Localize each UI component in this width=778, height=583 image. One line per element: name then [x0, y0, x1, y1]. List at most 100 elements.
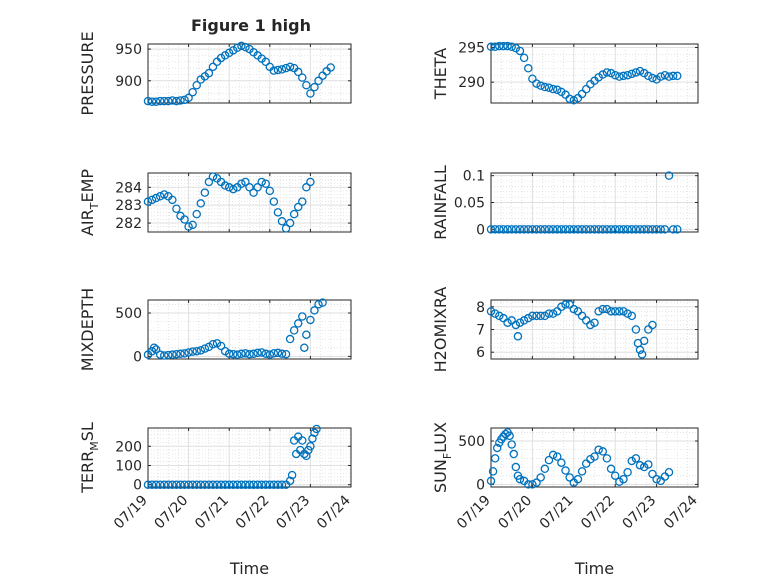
data-point	[184, 348, 193, 357]
y-tick-label: 0	[133, 349, 142, 365]
data-point	[598, 225, 608, 234]
data-point	[188, 220, 197, 230]
x-tick-label: 07/23	[620, 493, 660, 533]
data-point	[159, 96, 169, 106]
data-point	[619, 474, 628, 484]
data-point	[245, 349, 254, 359]
data-point	[192, 209, 201, 219]
data-point	[143, 480, 153, 489]
panel-theta: 290 295 THETA	[431, 40, 699, 105]
data-point	[548, 450, 558, 460]
data-point	[151, 97, 161, 106]
data-point	[241, 42, 250, 52]
data-point	[257, 348, 266, 357]
data-point	[656, 72, 665, 81]
data-point	[532, 79, 541, 88]
data-point	[237, 179, 246, 188]
data-point	[229, 480, 238, 489]
data-point	[204, 480, 214, 489]
data-point	[245, 183, 254, 192]
data-point	[289, 209, 299, 219]
data-point	[147, 97, 157, 106]
data-point	[536, 81, 545, 90]
data-point	[302, 80, 311, 90]
data-point	[237, 41, 246, 51]
data-point	[635, 66, 645, 76]
data-point	[623, 225, 632, 234]
data-point	[281, 63, 291, 73]
data-point	[631, 454, 641, 463]
x-tick-label: 07/19	[111, 493, 151, 533]
data-point	[565, 473, 574, 482]
data-point	[188, 87, 197, 97]
data-point	[637, 350, 647, 359]
data-point	[644, 71, 653, 81]
data-point	[615, 477, 624, 487]
data-point	[615, 72, 624, 81]
data-point	[168, 350, 177, 359]
data-point	[627, 311, 637, 321]
data-point	[306, 315, 315, 325]
data-point	[586, 320, 595, 330]
data-point	[159, 351, 169, 360]
data-point	[664, 171, 674, 180]
data-point	[548, 84, 558, 94]
data-point	[168, 96, 177, 105]
data-point	[656, 225, 665, 234]
data-point	[269, 480, 279, 489]
data-point	[532, 311, 541, 321]
data-point	[151, 193, 161, 203]
data-point	[536, 473, 545, 482]
data-point	[298, 197, 307, 206]
data-point	[257, 480, 266, 489]
data-point	[524, 480, 533, 489]
data-point	[631, 225, 641, 234]
data-point	[253, 480, 262, 489]
y-tick-label: 950	[115, 42, 142, 58]
data-point	[536, 225, 545, 234]
data-point	[233, 43, 242, 53]
y-tick-label: 100	[115, 458, 142, 474]
data-point	[249, 349, 258, 359]
data-point	[172, 349, 181, 359]
data-point	[503, 225, 512, 234]
axis-box	[147, 299, 352, 360]
data-point	[237, 349, 246, 359]
data-point	[519, 225, 529, 234]
data-point	[544, 225, 554, 234]
data-point	[241, 480, 250, 489]
data-point	[590, 452, 599, 461]
x-tick-label: 07/24	[661, 492, 701, 532]
data-point	[277, 349, 287, 359]
data-point	[273, 208, 283, 217]
data-point	[151, 480, 161, 489]
data-point	[598, 304, 608, 314]
x-tick-label: 07/21	[537, 493, 577, 533]
data-point	[577, 225, 587, 234]
data-point	[285, 334, 295, 344]
data-point	[318, 298, 327, 307]
data-point	[610, 307, 620, 316]
data-point	[635, 225, 645, 234]
data-point	[606, 464, 616, 474]
data-point	[192, 480, 201, 489]
data-point	[208, 480, 218, 489]
data-point	[164, 96, 173, 106]
data-point	[623, 467, 632, 477]
axis-box	[147, 43, 352, 104]
y-axis-label: TERRMSL	[78, 422, 101, 494]
data-point	[143, 197, 153, 206]
data-point	[639, 462, 649, 472]
data-point	[528, 480, 537, 489]
data-point	[552, 452, 562, 461]
data-point	[507, 225, 516, 234]
data-point	[180, 349, 189, 358]
y-tick-label: 8	[476, 300, 485, 316]
data-point	[261, 57, 270, 67]
data-point	[561, 300, 570, 309]
data-point	[306, 89, 315, 98]
data-point	[544, 455, 554, 465]
y-axis-label: MIXDEPTH	[78, 288, 97, 371]
data-point	[573, 225, 583, 234]
data-point	[180, 215, 189, 224]
